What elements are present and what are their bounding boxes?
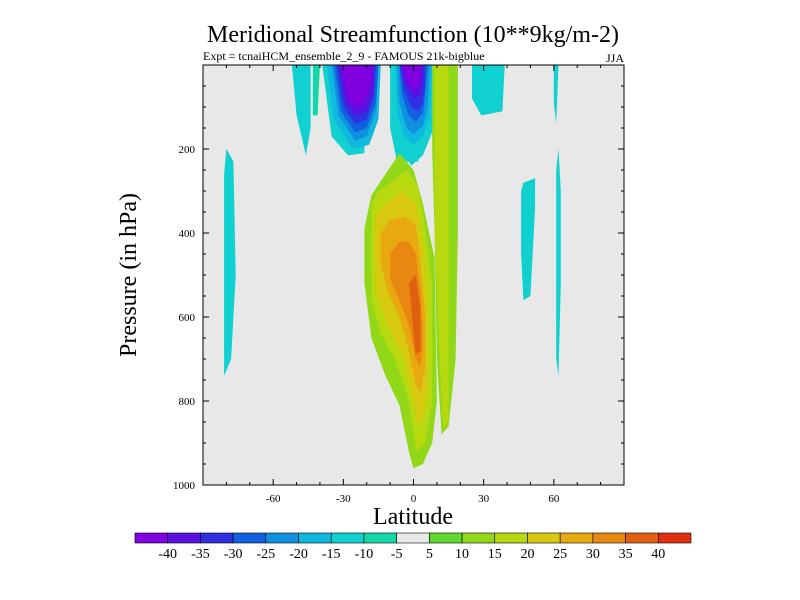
colorbar-label: 40 [651,547,665,562]
x-tick-label: 0 [411,493,417,505]
colorbar: -40 -35 -30 -25 -20 -15 -10 -5 5 10 15 20 25 30 35 40 [134,532,692,562]
colorbar-swatch [396,532,430,544]
colorbar-label: 10 [455,547,469,562]
x-tick-label: 30 [478,493,490,505]
colorbar-swatch [265,532,299,544]
contour-region-10 [341,65,372,107]
colorbar-label: -35 [191,547,210,562]
colorbar-swatch [592,532,626,544]
colorbar-label: 20 [520,547,534,562]
colorbar-swatch [527,532,561,544]
colorbar-label: 5 [426,547,433,562]
contour-region-2 [312,65,320,116]
colorbar-swatch [330,532,365,544]
colorbar-swatch [298,532,332,544]
y-tick-label: 800 [179,396,196,408]
chart-subtitle-right: JJA [606,51,624,65]
colorbar-label: -10 [355,547,374,562]
y-tick-label: 1000 [173,480,196,492]
colorbar-label: 15 [488,547,502,562]
chart-title: Meridional Streamfunction (10**9kg/m-2) [207,22,619,48]
y-tick-label: 400 [179,228,196,240]
colorbar-label: -40 [158,547,177,562]
colorbar-swatch [657,532,692,544]
colorbar-label: 30 [586,547,600,562]
x-tick-label: 60 [548,493,560,505]
colorbar-swatch [461,532,496,544]
colorbar-swatch [232,532,267,544]
contour-region-27 [521,178,536,301]
x-axis-label: Latitude [373,504,453,530]
contour-region-25 [434,65,449,431]
colorbar-label: 25 [553,547,567,562]
x-tick-label: -30 [336,493,351,505]
colorbar-swatch [363,532,397,544]
x-tick-label: -60 [266,493,281,505]
colorbar-label: -20 [289,547,308,562]
y-tick-label: 600 [179,312,196,324]
chart-subtitle-left: Expt = tcnaiHCM_ensemble_2_9 - FAMOUS 21… [203,49,485,63]
colorbar-swatch [494,532,528,544]
contour-region-26 [472,65,505,116]
contour-region-17 [401,65,421,91]
contour-region-1 [291,65,311,156]
colorbar-swatch [167,532,201,544]
colorbar-swatch [429,532,463,544]
colorbar-swatch [559,532,594,544]
colorbar-label: -5 [391,547,403,562]
colorbar-label: -25 [256,547,275,562]
colorbar-label: -15 [322,547,341,562]
contour-region-23 [408,275,421,355]
contour-region-28 [553,65,559,124]
y-tick-label: 200 [179,144,196,156]
y-axis-label: Pressure (in hPa) [116,193,142,357]
colorbar-swatch [200,532,234,544]
contour-region-0 [224,149,236,376]
colorbar-swatch [625,532,659,544]
colorbar-label: -30 [224,547,243,562]
colorbar-swatch [134,532,169,544]
contour-region-29 [556,149,561,376]
colorbar-label: 35 [619,547,633,562]
